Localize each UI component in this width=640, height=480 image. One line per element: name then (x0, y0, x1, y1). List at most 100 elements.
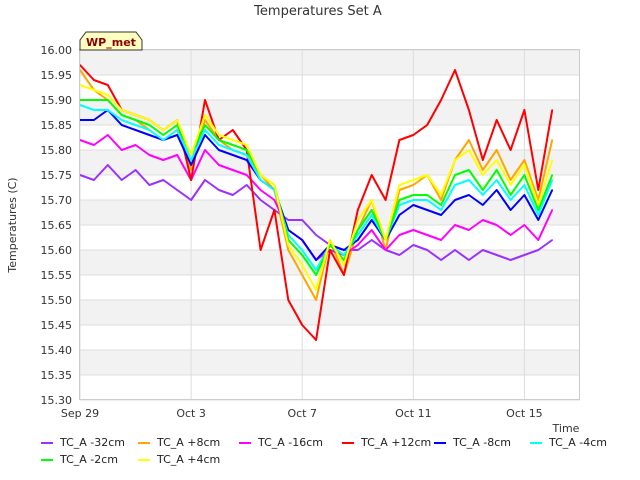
data-point (107, 164, 109, 166)
background-band (80, 300, 580, 325)
data-point (120, 149, 123, 151)
data-point (440, 239, 442, 241)
data-point (440, 194, 442, 196)
data-point (190, 179, 192, 181)
data-point (287, 219, 290, 221)
data-point (190, 154, 192, 156)
data-point (301, 239, 304, 241)
data-point (301, 274, 304, 276)
data-point (176, 189, 178, 191)
data-point (273, 184, 276, 186)
x-tick-labels: Sep 29 Oct 3 Oct 7 Oct 11 Oct 15 (61, 407, 543, 420)
data-point (551, 189, 553, 191)
data-point (412, 199, 415, 201)
data-point (245, 144, 248, 146)
data-point (468, 109, 470, 111)
data-point (370, 214, 373, 216)
data-point (509, 259, 512, 261)
legend-label: TC_A -32cm (60, 436, 126, 449)
data-point (370, 229, 373, 231)
y-tick-labels: 16.00 15.95 15.90 15.85 15.80 15.75 15.70 15.65… (41, 44, 73, 407)
data-point (482, 194, 484, 196)
data-point (204, 119, 206, 121)
data-point (232, 194, 234, 196)
data-point (398, 199, 401, 201)
background-band (80, 350, 580, 375)
data-point (468, 149, 470, 151)
data-point (245, 159, 248, 161)
data-point (440, 199, 442, 201)
data-point (370, 209, 373, 211)
data-point (245, 174, 248, 176)
y-tick-label: 15.95 (41, 69, 73, 82)
y-tick-label: 15.70 (41, 194, 73, 207)
data-point (190, 169, 192, 171)
data-point (245, 154, 248, 156)
data-point (537, 214, 540, 216)
background-band (80, 150, 580, 175)
data-point (148, 119, 151, 121)
badge-label: WP_met (86, 36, 136, 49)
data-point (232, 144, 234, 146)
data-point (218, 134, 220, 136)
data-point (537, 239, 540, 241)
data-point (523, 254, 526, 256)
y-tick-label: 15.65 (41, 219, 73, 232)
data-point (259, 249, 262, 251)
data-point (204, 179, 206, 181)
legend-item: TC_A -4cm (530, 436, 607, 449)
data-point (148, 154, 151, 156)
data-point (93, 144, 95, 146)
data-point (343, 264, 345, 266)
data-point (537, 209, 540, 211)
data-point (218, 164, 220, 166)
data-point (523, 194, 526, 196)
y-tick-label: 15.80 (41, 144, 73, 157)
y-tick-label: 15.85 (41, 119, 73, 132)
plot-background-bands (80, 50, 580, 375)
data-point (162, 129, 165, 131)
data-point (218, 144, 220, 146)
legend-item: TC_A +8cm (138, 436, 220, 449)
data-point (468, 169, 470, 171)
data-point (426, 124, 429, 126)
wp-met-badge: WP_met (79, 31, 143, 51)
data-point (343, 249, 345, 251)
data-point (259, 174, 262, 176)
data-point (287, 249, 290, 251)
x-tick-label: Oct 15 (506, 407, 543, 420)
data-point (454, 159, 456, 161)
legend-swatch (434, 441, 446, 444)
data-point (495, 224, 498, 226)
data-point (357, 209, 359, 211)
data-point (426, 249, 429, 251)
data-point (134, 169, 137, 171)
data-point (440, 99, 442, 101)
data-point (162, 134, 165, 136)
data-point (426, 234, 429, 236)
data-point (315, 339, 317, 341)
data-point (176, 134, 178, 136)
legend-label: TC_A -16cm (258, 436, 324, 449)
data-point (495, 169, 498, 171)
data-point (398, 184, 401, 186)
data-point (245, 149, 248, 151)
data-point (232, 149, 234, 151)
background-band (80, 200, 580, 225)
data-point (551, 239, 553, 241)
data-point (120, 124, 123, 126)
data-point (107, 84, 109, 86)
data-point (509, 209, 512, 211)
data-point (495, 149, 498, 151)
data-point (482, 174, 484, 176)
data-point (468, 194, 470, 196)
data-point (482, 249, 484, 251)
data-point (370, 174, 373, 176)
legend-swatch (41, 441, 53, 444)
y-tick-label: 15.90 (41, 94, 73, 107)
data-point (204, 149, 206, 151)
data-point (273, 209, 276, 211)
data-point (523, 159, 526, 161)
plot-frame (79, 49, 580, 400)
